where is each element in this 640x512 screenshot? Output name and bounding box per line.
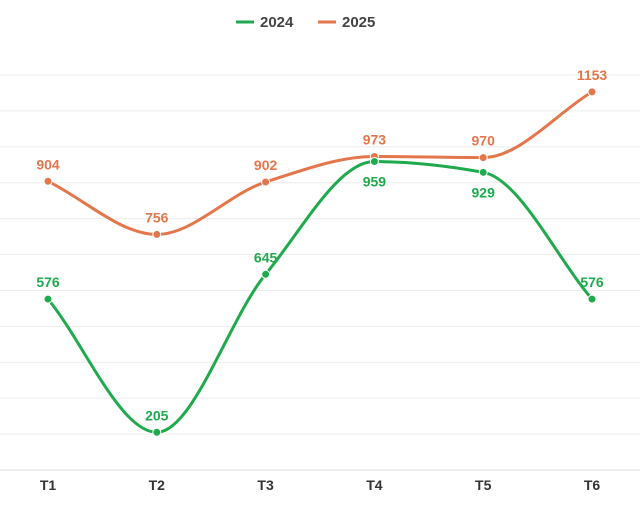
data-point[interactable] [478,167,488,177]
legend-item-2024[interactable]: 2024 [236,14,294,31]
x-tick-label: T1 [40,477,57,493]
data-label: 645 [254,249,278,265]
data-point[interactable] [152,427,162,437]
series-2024: 576 205 645 959 929 576 [36,157,604,437]
data-point[interactable] [261,177,271,187]
data-label: 929 [472,184,496,200]
x-tick-label: T6 [584,477,601,493]
legend-item-2025[interactable]: 2025 [318,14,375,31]
data-label: 205 [145,407,169,423]
data-point[interactable] [43,294,53,304]
data-point[interactable] [369,157,379,167]
gridlines [0,74,640,471]
data-point[interactable] [478,153,488,163]
x-tick-label: T4 [366,477,383,493]
x-tick-label: T2 [149,477,166,493]
data-label: 576 [36,274,60,290]
data-point[interactable] [43,176,53,186]
legend: 2024 2025 [236,14,375,31]
series-group: 904 756 902 973 970 1153 576 205 645 959 929 576 [36,67,607,437]
data-label: 973 [363,132,387,148]
data-point[interactable] [587,294,597,304]
data-label: 904 [36,156,60,172]
series-line [46,90,594,236]
data-point[interactable] [152,229,162,239]
x-tick-label: T3 [257,477,274,493]
data-label: 959 [363,174,387,190]
legend-label: 2025 [342,14,375,31]
series-2025: 904 756 902 973 970 1153 [36,67,607,239]
x-axis: T1 T2 T3 T4 T5 T6 [40,477,601,493]
data-label: 1153 [577,67,608,83]
data-label: 970 [472,133,496,149]
data-point[interactable] [261,269,271,279]
data-label: 576 [580,274,604,290]
data-label: 902 [254,157,278,173]
x-tick-label: T5 [475,477,492,493]
series-line [46,160,594,434]
legend-label: 2024 [260,14,294,31]
data-label: 756 [145,209,169,225]
data-point[interactable] [587,87,597,97]
